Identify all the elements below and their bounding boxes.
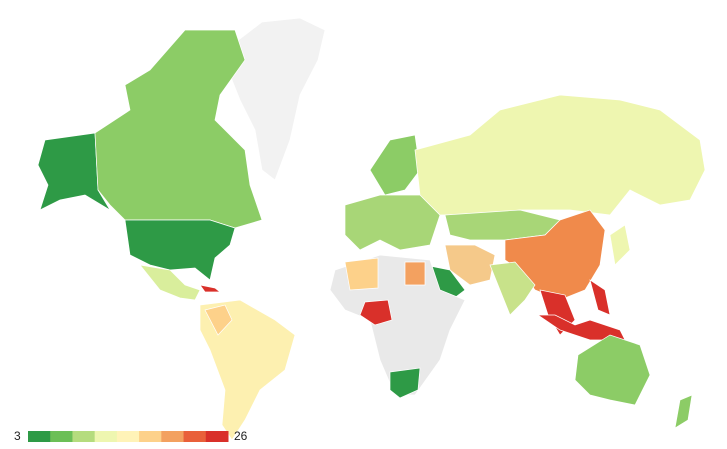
region [199,284,221,293]
world-map [37,17,706,441]
legend-max-label: 26 [234,429,248,443]
region [574,334,651,406]
region [344,194,441,251]
legend-swatch [205,431,229,442]
region [199,299,296,441]
region [204,304,233,336]
legend-swatch [50,431,73,442]
region [124,219,236,281]
legend-swatch [116,431,140,442]
legend-swatch [139,431,162,442]
legend-swatch [161,431,185,442]
region [404,261,426,286]
region [414,94,706,216]
region [489,261,536,316]
region [227,17,326,181]
region [369,134,421,196]
legend-swatch [28,431,51,442]
legend-swatch [94,431,118,442]
region [139,264,201,301]
region [329,254,466,396]
legend-swatch [183,431,207,442]
region [674,394,693,429]
region [536,314,626,341]
region [389,367,421,399]
legend: 3 26 [14,429,248,443]
region [359,299,393,326]
region [94,29,263,229]
region [344,257,379,291]
legend-min-label: 3 [14,429,21,443]
region [589,279,611,316]
region [609,224,631,266]
legend-swatch [72,431,96,442]
